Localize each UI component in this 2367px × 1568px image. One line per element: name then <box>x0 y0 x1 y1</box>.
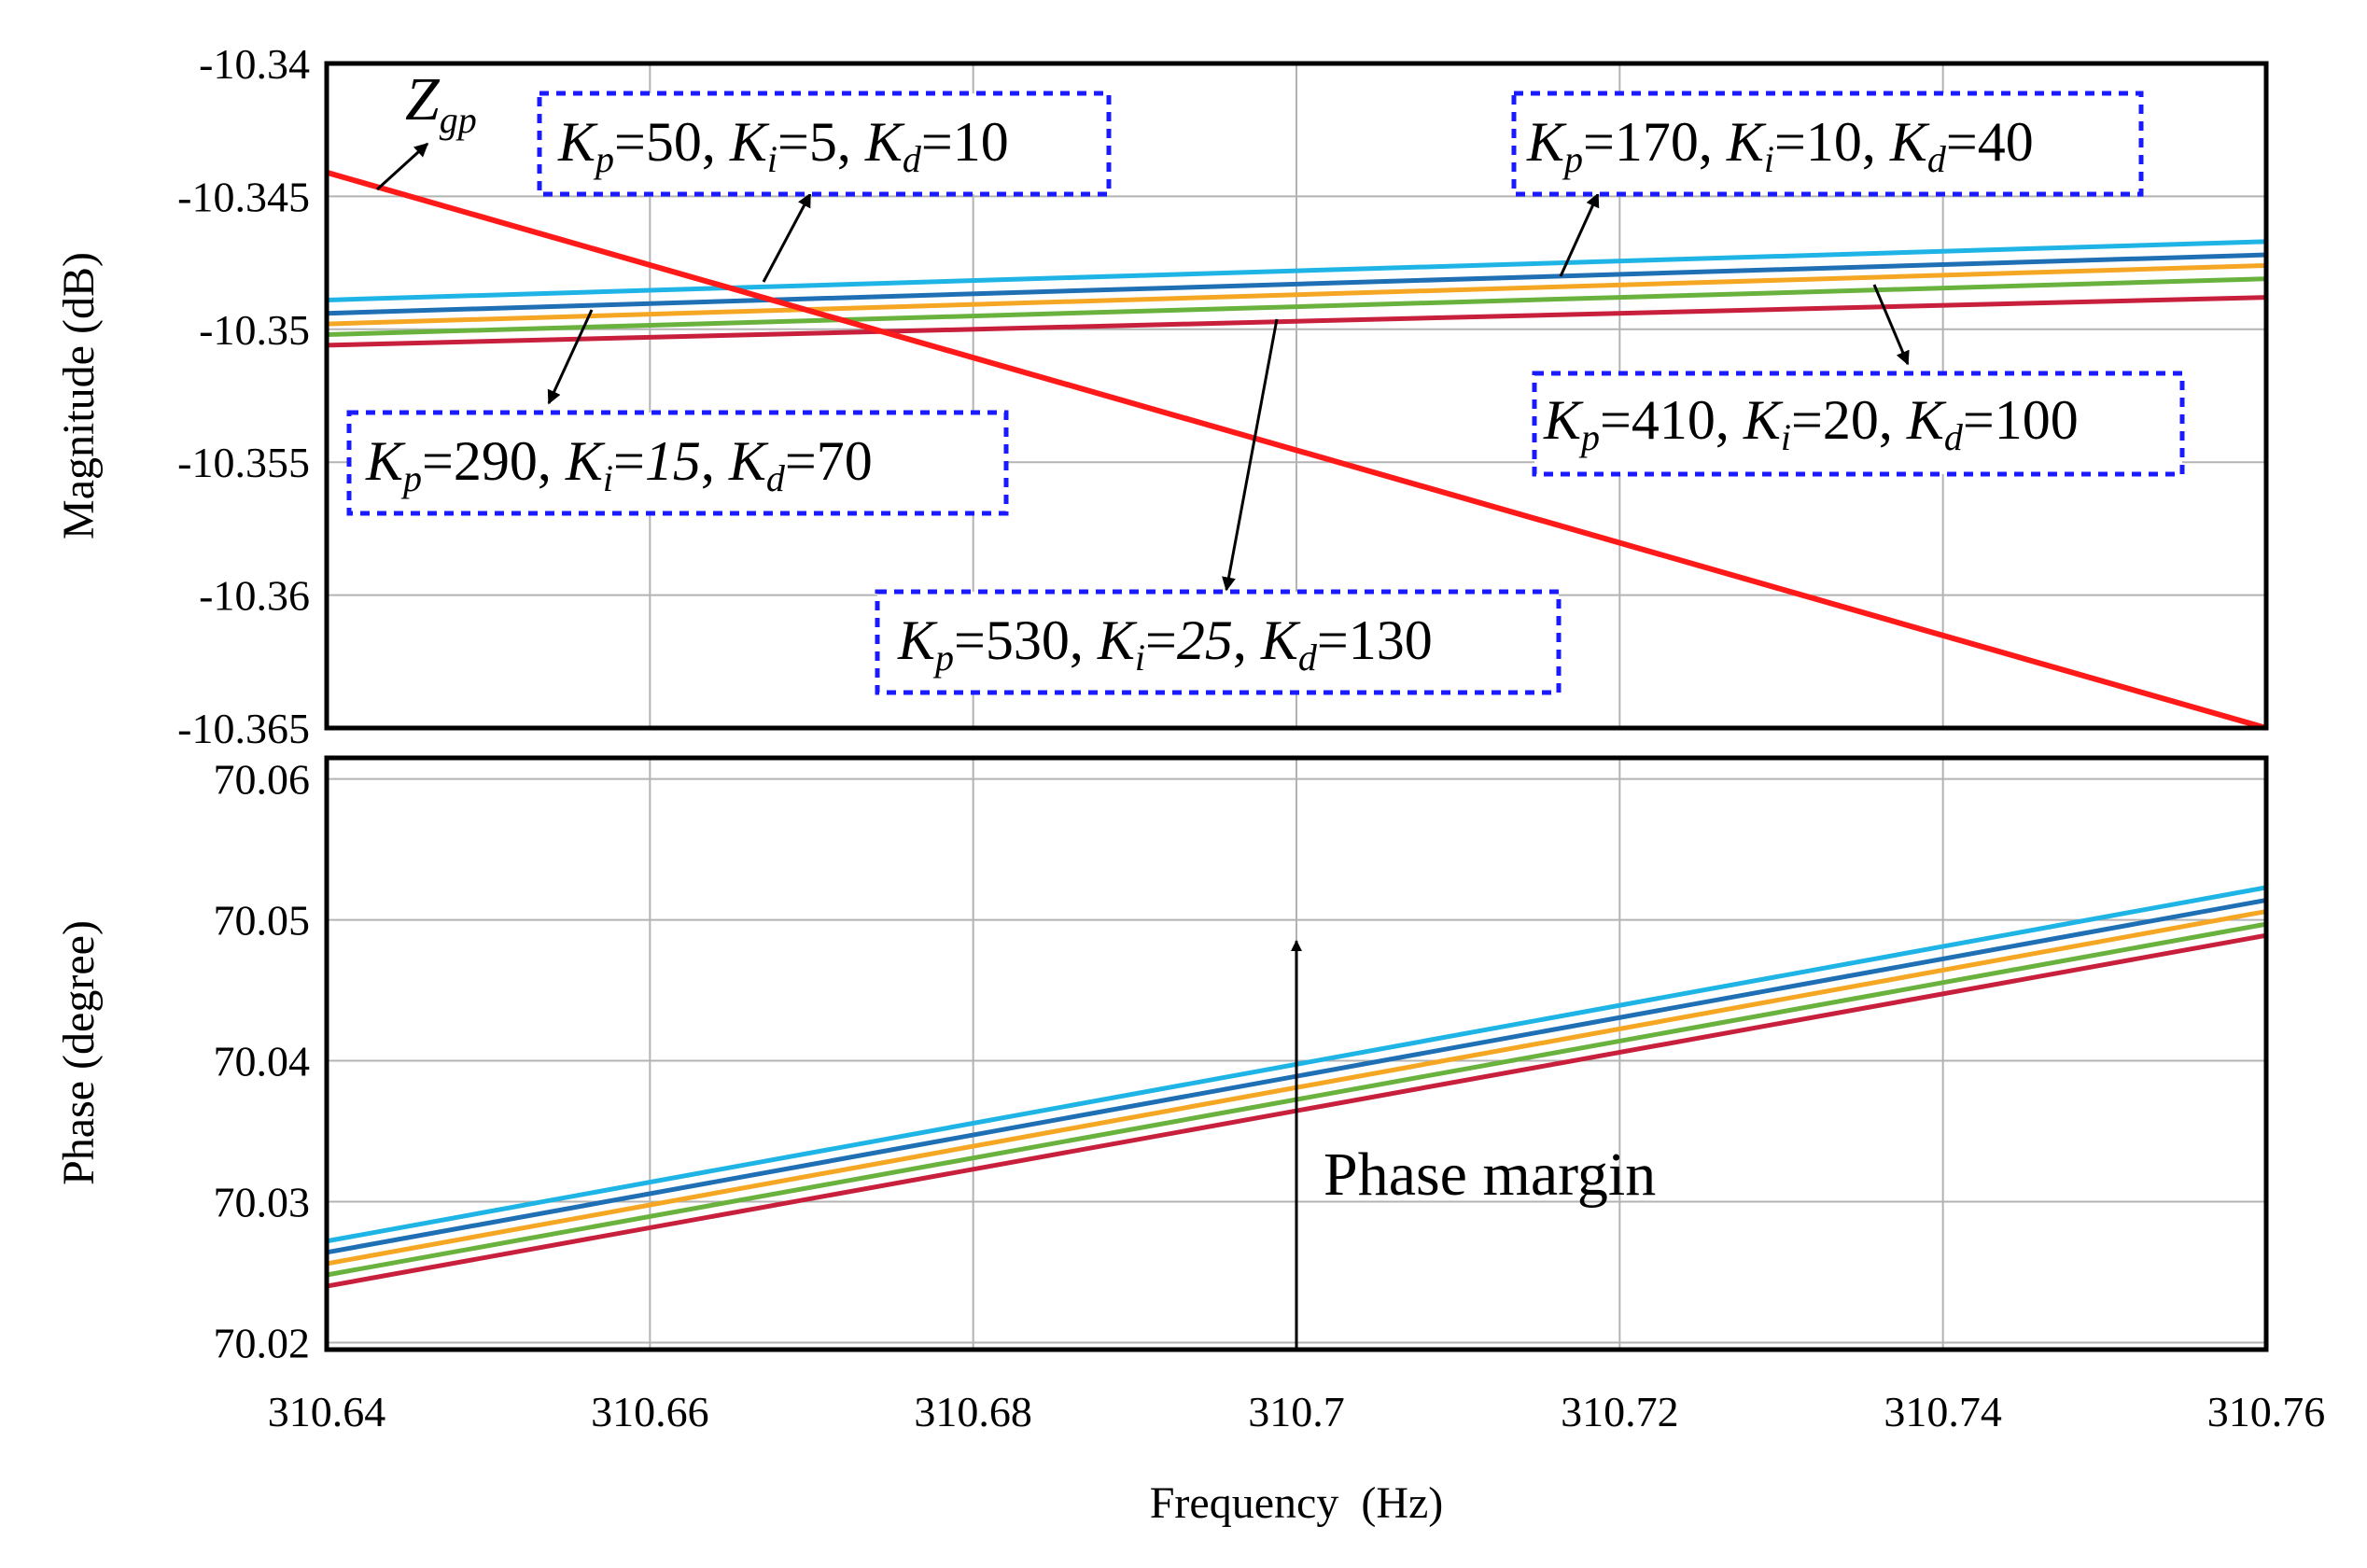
zgp-label: Zgp <box>405 65 477 141</box>
magnitude-frame <box>324 61 2269 731</box>
phase-y-label: Phase (degree) <box>54 920 104 1185</box>
y-tick-label: 70.03 <box>214 1179 311 1226</box>
phase-panel: Phase margin 70.02 70.03 70.04 70.05 70.06 31… <box>54 755 2326 1528</box>
magnitude-arrows <box>375 142 1910 592</box>
phase-margin-label: Phase margin <box>1324 1141 1656 1209</box>
zgp-label-main: Z <box>405 65 441 133</box>
gain-arrow-3 <box>547 309 594 405</box>
series-line <box>326 252 2267 316</box>
series-line <box>326 276 2267 337</box>
y-tick-label: 70.05 <box>214 897 311 945</box>
y-tick-label: -10.365 <box>177 705 310 752</box>
gain-label-box: Kp=50, Ki=5, Kd=10 <box>537 91 1112 197</box>
kp-value: 50 <box>646 111 702 173</box>
gain-arrow-4 <box>1872 284 1910 366</box>
zgp-arrow <box>375 142 429 191</box>
ki-value: 20 <box>1823 389 1879 451</box>
y-tick-label: -10.345 <box>177 173 310 220</box>
gain-arrow-5 <box>1222 318 1279 592</box>
svg-text:Kp=290, Ki=15, Kd=70: Kp=290, Ki=15, Kd=70 <box>365 430 873 499</box>
svg-text:Kp=50, Ki=5, Kd=10: Kp=50, Ki=5, Kd=10 <box>557 111 1009 180</box>
series-line <box>326 295 2267 348</box>
zgp-line <box>326 169 2267 731</box>
gain-arrow-1 <box>762 192 812 283</box>
x-tick-label: 310.7 <box>1248 1388 1345 1435</box>
series-line <box>326 239 2267 302</box>
magnitude-ticks: -10.34 -10.345 -10.35 -10.355 -10.36 -10.365 <box>177 40 310 752</box>
y-tick-label: -10.35 <box>199 306 310 354</box>
kd-value: 100 <box>1995 389 2079 451</box>
kp-value: 290 <box>454 430 538 492</box>
x-tick-label: 310.76 <box>2207 1388 2326 1435</box>
svg-text:Kp=410, Ki=20, Kd=100: Kp=410, Ki=20, Kd=100 <box>1543 389 2079 458</box>
kd-value: 40 <box>1978 111 2034 173</box>
gain-label-box: Kp=410, Ki=20, Kd=100 <box>1532 371 2185 477</box>
ki-value: 15 <box>645 430 701 492</box>
kp-value: 410 <box>1632 389 1716 451</box>
gain-label-box: Kp=290, Ki=15, Kd=70 <box>346 410 1009 516</box>
svg-text:Kp=530, Ki=25, Kd=130: Kp=530, Ki=25, Kd=130 <box>897 609 1433 679</box>
y-tick-label: -10.355 <box>177 439 310 486</box>
magnitude-series <box>326 169 2267 731</box>
x-axis-label: Frequency (Hz) <box>1150 1478 1444 1528</box>
phase-annotation: Phase margin <box>1291 940 1656 1350</box>
kd-value: 10 <box>953 111 1009 173</box>
y-tick-label: -10.34 <box>199 40 310 88</box>
x-tick-label: 310.64 <box>268 1388 386 1435</box>
kd-value: 130 <box>1349 609 1433 671</box>
y-tick-label: 70.04 <box>214 1038 311 1085</box>
ki-value: 25 <box>1177 609 1233 671</box>
gain-label-box: Kp=530, Ki=25, Kd=130 <box>875 589 1562 695</box>
series-line <box>326 262 2267 327</box>
kp-value: 530 <box>986 609 1070 671</box>
x-tick-label: 310.68 <box>914 1388 1032 1435</box>
gain-label-box: Kp=170, Ki=10, Kd=40 <box>1511 91 2144 197</box>
ki-value: 10 <box>1806 111 1862 173</box>
ki-value: 5 <box>809 111 837 173</box>
svg-text:Kp=170, Ki=10, Kd=40: Kp=170, Ki=10, Kd=40 <box>1526 111 2034 180</box>
kp-value: 170 <box>1615 111 1699 173</box>
magnitude-gain-labels: Zgp Kp=50, Ki=5, Kd=10 Kp=170, Ki=10, Kd… <box>346 65 2185 695</box>
magnitude-panel: Zgp Kp=50, Ki=5, Kd=10 Kp=170, Ki=10, Kd… <box>54 40 2269 752</box>
x-tick-label: 310.72 <box>1561 1388 1679 1435</box>
y-tick-label: 70.02 <box>214 1319 311 1366</box>
phase-frame <box>324 755 2269 1352</box>
x-tick-label: 310.74 <box>1884 1388 2002 1435</box>
magnitude-y-label: Magnitude (dB) <box>54 252 104 539</box>
y-tick-label: 70.06 <box>214 756 311 804</box>
zgp-label-sub: gp <box>440 99 477 141</box>
x-tick-label: 310.66 <box>591 1388 709 1435</box>
gain-arrow-2 <box>1559 192 1600 277</box>
phase-ticks: 70.02 70.03 70.04 70.05 70.06 310.64 310.66 310… <box>214 756 2326 1435</box>
kd-value: 70 <box>817 430 873 492</box>
y-tick-label: -10.36 <box>199 572 310 620</box>
